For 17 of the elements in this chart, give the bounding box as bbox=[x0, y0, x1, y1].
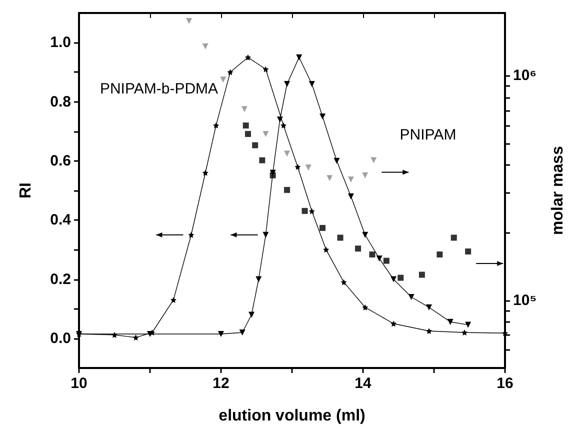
y-axis-title: RI bbox=[18, 182, 34, 198]
y-tick-label: 0.2 bbox=[50, 270, 71, 288]
x-tick-label: 12 bbox=[212, 375, 230, 392]
x-tick-label: 16 bbox=[496, 375, 514, 392]
y2-axis-title: molar mass bbox=[550, 146, 566, 235]
y-tick-label: 0.6 bbox=[50, 152, 71, 170]
annotation: PNIPAM bbox=[400, 126, 456, 144]
y-tick-label: 1.0 bbox=[50, 34, 71, 52]
annotation: PNIPAM-b-PDMA bbox=[100, 80, 218, 98]
y-tick-label: 0.8 bbox=[50, 93, 71, 110]
x-axis-title: elution volume (ml) bbox=[218, 408, 366, 424]
y-tick-label: 0.4 bbox=[50, 212, 72, 229]
y2-tick-label: 10⁵ bbox=[513, 292, 537, 309]
x-tick-label: 14 bbox=[354, 375, 372, 392]
x-tick-label: 10 bbox=[70, 375, 88, 392]
y-tick-label: 0.0 bbox=[50, 330, 71, 347]
y2-tick-label: 10⁶ bbox=[513, 67, 537, 84]
